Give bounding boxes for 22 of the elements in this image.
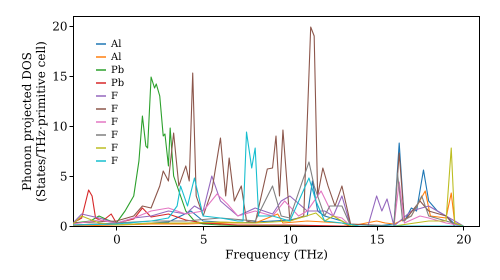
legend-label: Al — [110, 52, 122, 63]
y-tick-label: 15 — [52, 70, 68, 84]
y-tick-label: 20 — [52, 20, 68, 34]
x-tick-label: 15 — [369, 232, 385, 246]
legend-label: F — [111, 91, 118, 102]
x-axis-title: Frequency (THz) — [225, 248, 328, 262]
legend-label: F — [111, 143, 118, 154]
legend-label: F — [111, 117, 118, 128]
x-tick-label: 10 — [282, 232, 298, 246]
legend-label: Pb — [111, 65, 124, 76]
x-tick-label: 0 — [113, 232, 121, 246]
x-tick-label: 20 — [456, 232, 472, 246]
legend-label: F — [111, 130, 118, 141]
legend-label: F — [111, 156, 118, 167]
y-tick-label: 10 — [52, 120, 68, 134]
y-tick-label: 5 — [60, 170, 68, 184]
y-tick-label: 0 — [60, 220, 68, 234]
legend-label: Pb — [111, 78, 124, 89]
legend-label: Al — [110, 39, 122, 50]
legend-label: F — [111, 104, 118, 115]
x-tick-label: 5 — [200, 232, 208, 246]
y-axis-title: Phonon projected DOS (States/THz·primitive cell) — [20, 41, 48, 202]
